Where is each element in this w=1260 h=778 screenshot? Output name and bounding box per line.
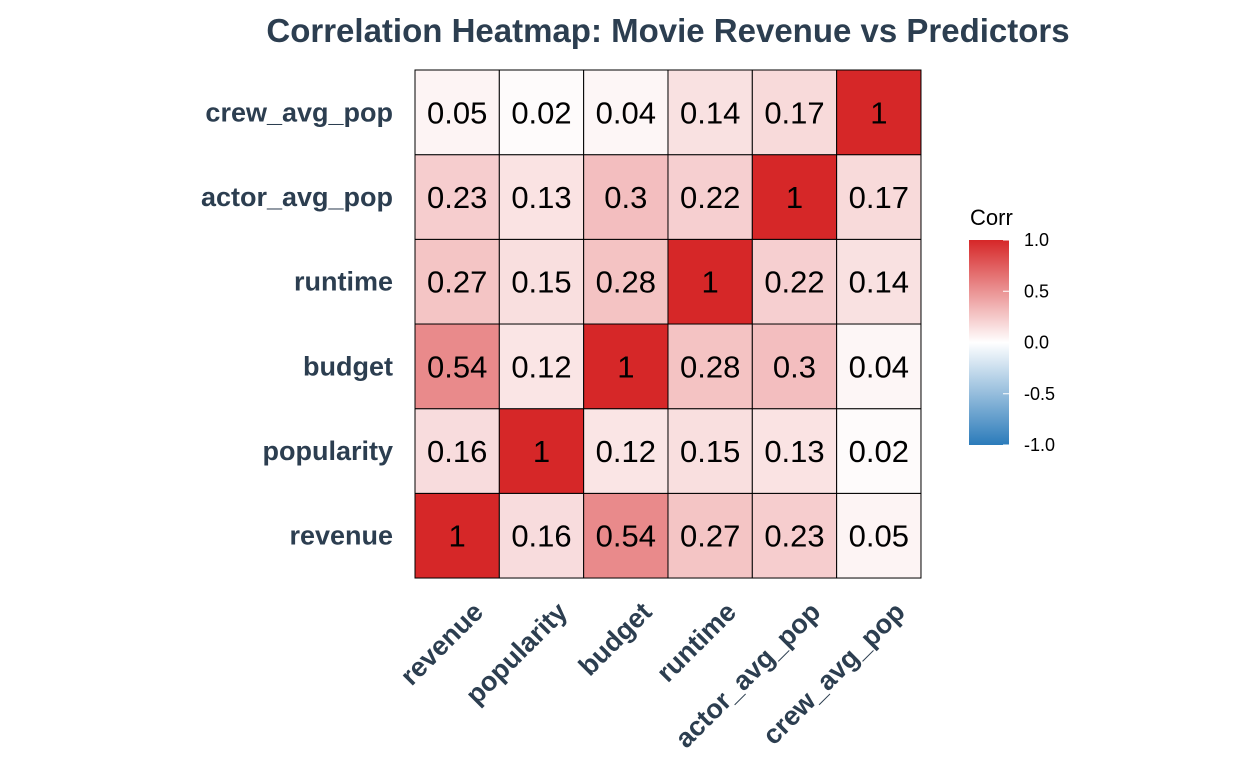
y-tick-label-runtime: runtime xyxy=(294,267,393,297)
cell-value-label: 0.28 xyxy=(596,265,656,300)
cell-value-label: 0.14 xyxy=(680,95,740,130)
cell-value-label: 0.04 xyxy=(596,95,656,130)
heatmap-cell-runtime-popularity xyxy=(667,408,753,494)
cell-value-label: 0.54 xyxy=(596,519,656,554)
chart-title: Correlation Heatmap: Movie Revenue vs Pr… xyxy=(266,12,1069,49)
cell-value-label: 1 xyxy=(449,519,466,554)
cell-value-label: 0.02 xyxy=(849,434,909,469)
y-tick-label-popularity: popularity xyxy=(262,436,393,466)
heatmap-cell-crew_avg_pop-actor_avg_pop xyxy=(836,154,922,240)
cell-value-label: 0.05 xyxy=(427,95,487,130)
cell-value-label: 0.17 xyxy=(849,180,909,215)
legend-ticks: 1.0 0.5 0.0 -0.5 -1.0 xyxy=(1003,230,1055,455)
cell-value-label: 0.16 xyxy=(427,434,487,469)
cell-value-label: 0.27 xyxy=(680,519,740,554)
heatmap-cell-crew_avg_pop-popularity xyxy=(836,408,922,494)
heatmap-cells: 1 0.16 0.54 0.27 0.23 0.05 0.16 1 0.12 0.15 0.13 0.… xyxy=(414,69,922,579)
cell-value-label: 0.3 xyxy=(773,349,816,384)
heatmap-cell-popularity-popularity xyxy=(498,408,585,494)
heatmap-cell-runtime-revenue xyxy=(667,492,753,579)
heatmap-cell-popularity-revenue xyxy=(498,492,585,579)
cell-value-label: 1 xyxy=(617,349,634,384)
heatmap-cell-revenue-crew_avg_pop xyxy=(414,69,500,156)
heatmap-cell-actor_avg_pop-actor_avg_pop xyxy=(751,154,838,240)
heatmap-cell-revenue-actor_avg_pop xyxy=(414,154,500,240)
legend-tick-label: 0.5 xyxy=(1024,281,1049,301)
heatmap-cell-budget-revenue xyxy=(583,492,669,579)
heatmap-cell-revenue-revenue xyxy=(414,492,500,579)
cell-value-label: 0.22 xyxy=(680,180,740,215)
legend: Corr 1.0 0.5 0.0 -0.5 -1.0 xyxy=(969,205,1055,455)
cell-value-label: 0.04 xyxy=(849,349,909,384)
legend-tick-label: -0.5 xyxy=(1024,384,1055,404)
cell-value-label: 1 xyxy=(702,265,719,300)
heatmap-cell-actor_avg_pop-runtime xyxy=(751,238,838,325)
cell-value-label: 0.16 xyxy=(511,519,571,554)
heatmap-cell-crew_avg_pop-runtime xyxy=(836,238,922,325)
legend-tick-label: 1.0 xyxy=(1024,230,1049,250)
cell-value-label: 0.22 xyxy=(764,265,824,300)
heatmap-cell-runtime-actor_avg_pop xyxy=(667,154,753,240)
heatmap-cell-revenue-runtime xyxy=(414,238,500,325)
heatmap-cell-budget-runtime xyxy=(583,238,669,325)
heatmap-cell-crew_avg_pop-crew_avg_pop xyxy=(836,69,922,156)
legend-tick-label: -1.0 xyxy=(1024,435,1055,455)
cell-value-label: 0.05 xyxy=(849,519,909,554)
cell-value-label: 1 xyxy=(786,180,803,215)
x-tick-label-crew_avg_pop: crew_avg_pop xyxy=(757,597,911,751)
x-tick-label-budget: budget xyxy=(573,597,658,682)
cell-value-label: 0.02 xyxy=(511,95,571,130)
cell-value-label: 0.15 xyxy=(511,265,571,300)
heatmap-cell-budget-crew_avg_pop xyxy=(583,69,669,156)
cell-value-label: 0.13 xyxy=(764,434,824,469)
cell-value-label: 0.27 xyxy=(427,265,487,300)
y-axis-labels: revenue popularity budget runtime actor_avg_… xyxy=(201,97,393,550)
legend-colorbar xyxy=(969,240,1009,445)
heatmap-cell-popularity-budget xyxy=(498,323,585,410)
cell-value-label: 0.3 xyxy=(604,180,647,215)
cell-value-label: 0.23 xyxy=(427,180,487,215)
heatmap-cell-popularity-runtime xyxy=(498,238,585,325)
cell-value-label: 0.54 xyxy=(427,349,487,384)
heatmap-cell-actor_avg_pop-budget xyxy=(751,323,838,410)
cell-value-label: 0.15 xyxy=(680,434,740,469)
heatmap-cell-revenue-popularity xyxy=(414,408,500,494)
y-tick-label-budget: budget xyxy=(303,351,393,381)
cell-value-label: 1 xyxy=(533,434,550,469)
legend-title: Corr xyxy=(970,205,1013,230)
cell-value-label: 0.12 xyxy=(511,349,571,384)
heatmap-cell-budget-actor_avg_pop xyxy=(583,154,669,240)
legend-tick-label: 0.0 xyxy=(1024,333,1049,353)
cell-value-label: 0.14 xyxy=(849,265,909,300)
cell-value-label: 1 xyxy=(870,95,887,130)
y-tick-label-actor_avg_pop: actor_avg_pop xyxy=(201,182,393,212)
heatmap-cell-popularity-crew_avg_pop xyxy=(498,69,585,156)
y-tick-label-crew_avg_pop: crew_avg_pop xyxy=(205,97,393,127)
heatmap-cell-runtime-budget xyxy=(667,323,753,410)
heatmap-cell-actor_avg_pop-revenue xyxy=(751,492,838,579)
cell-value-label: 0.13 xyxy=(511,180,571,215)
cell-value-label: 0.12 xyxy=(596,434,656,469)
y-tick-label-revenue: revenue xyxy=(289,521,393,551)
cell-value-label: 0.17 xyxy=(764,95,824,130)
cell-value-label: 0.23 xyxy=(764,519,824,554)
x-tick-label-actor_avg_pop: actor_avg_pop xyxy=(669,597,826,754)
cell-value-label: 0.28 xyxy=(680,349,740,384)
heatmap-cell-crew_avg_pop-budget xyxy=(836,323,922,410)
